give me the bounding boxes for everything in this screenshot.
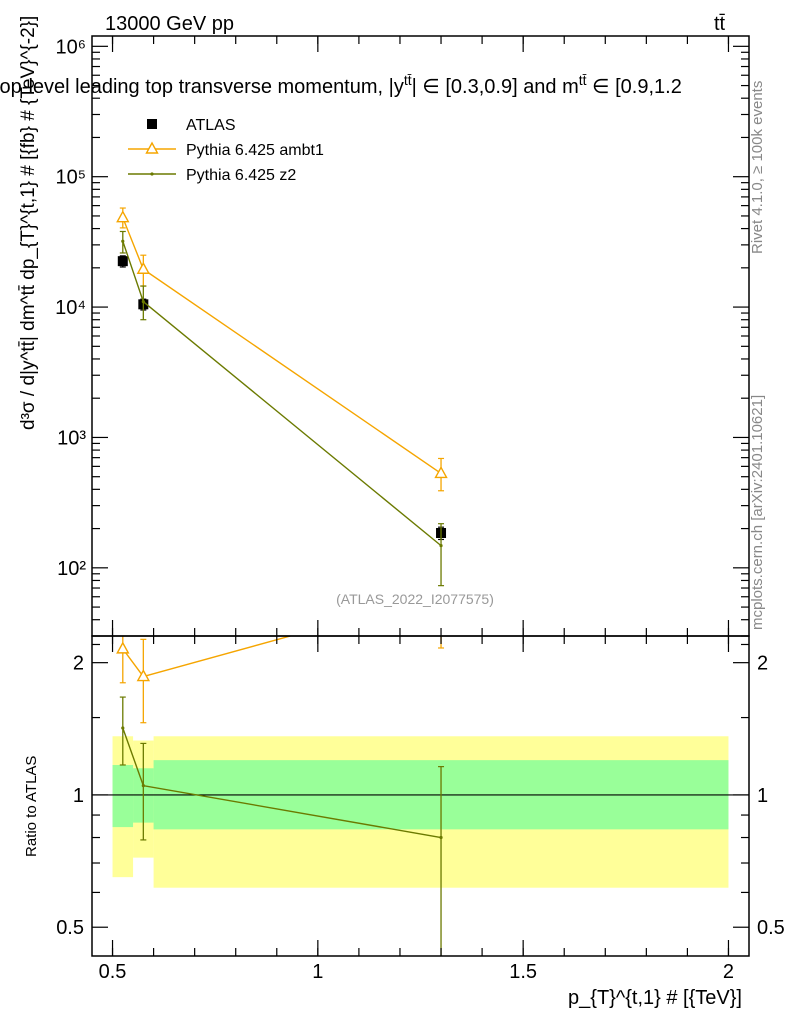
- main-ytick-label: 10³: [57, 427, 86, 449]
- ratio-xlabel: p_{T}^{t,1} # [{TeV}]: [568, 987, 742, 1009]
- main-ytick-label: 10²: [57, 558, 86, 580]
- title-mid: | ∈ [0.3,0.9] and m: [412, 76, 579, 98]
- ratio-ytick-label-right: 0.5: [757, 917, 785, 939]
- data-point: [116, 641, 130, 654]
- axes-layer: 10² 10³ 10⁴ 10⁵ 10⁶ 0.5 0.5 1 1 2 2 0.5 1 1.5 2: [55, 35, 785, 983]
- series-pythia-6-425-ambt1: [116, 636, 445, 724]
- data-point: [439, 544, 443, 548]
- series-pythia-6-425-ambt1: [116, 207, 448, 492]
- data-point: [141, 784, 145, 788]
- band-inner: [112, 764, 134, 828]
- data-point: [121, 726, 125, 730]
- ratio-ytick-label: 2: [73, 653, 84, 675]
- data-point: [136, 669, 151, 682]
- main-series-layer: [116, 207, 448, 587]
- main-ylabel: d³σ / d|y^tt̄| dm^tt̄ dp_{T}^{t,1} # [{f…: [18, 16, 39, 430]
- data-point: [141, 300, 145, 304]
- ratio-ytick-label: 1: [73, 785, 84, 807]
- main-ytick-label: 10⁶: [56, 36, 86, 58]
- series-pythia-6-425-z2: [119, 230, 445, 587]
- ratio-ytick-label-right: 2: [757, 653, 768, 675]
- analysis-watermark: (ATLAS_2022_I2077575): [336, 591, 494, 607]
- process-label: tt̄: [714, 13, 726, 35]
- data-point: [439, 835, 443, 840]
- mcplots-label: mcplots.cern.ch [arXiv:2401.10621]: [749, 395, 766, 630]
- legend-entry-pythia-6-425-ambt1: Pythia 6.425 ambt1: [128, 141, 324, 159]
- xtick-label: 0.5: [99, 961, 127, 983]
- legend-entry-pythia-6-425-z2: Pythia 6.425 z2: [128, 167, 296, 184]
- data-point: [136, 261, 151, 274]
- series-atlas: [117, 255, 447, 541]
- main-ytick-label: 10⁵: [55, 167, 86, 189]
- legend-entry-atlas: ATLAS: [147, 117, 236, 134]
- legend-marker: [150, 172, 154, 176]
- title-tt-2: tt̄: [579, 72, 587, 88]
- rivet-label: Rivet 4.1.0, ≥ 100k events: [749, 81, 766, 254]
- legend-label: ATLAS: [186, 117, 236, 134]
- legend-marker: [147, 119, 157, 129]
- xtick-label: 1.5: [509, 961, 537, 983]
- data-point: [116, 210, 130, 223]
- series-line: [122, 240, 442, 547]
- xtick-label: 1: [312, 961, 323, 983]
- energy-label: 13000 GeV pp: [105, 13, 234, 35]
- legend-marker: [145, 141, 159, 154]
- data-point: [117, 256, 128, 267]
- title-main: top-level leading top transverse momentu…: [0, 76, 404, 98]
- legend-label: Pythia 6.425 ambt1: [186, 142, 324, 159]
- ratio-frame: [91, 635, 750, 957]
- legend: ATLAS Pythia 6.425 ambt1 Pythia 6.425 z2: [128, 117, 324, 184]
- main-ytick-label: 10⁴: [55, 297, 86, 319]
- title-end: ∈ [0.9,1.2: [587, 76, 682, 98]
- plot-title: top-level leading top transverse momentu…: [0, 72, 682, 98]
- xtick-label: 2: [723, 961, 734, 983]
- ratio-ylabel: Ratio to ATLAS: [23, 756, 40, 857]
- ratio-ytick-label: 0.5: [56, 917, 84, 939]
- ratio-ytick-label-right: 1: [757, 785, 768, 807]
- legend-label: Pythia 6.425 z2: [186, 167, 296, 184]
- ratio-uncertainty-bands: [112, 736, 729, 888]
- data-point: [434, 465, 448, 479]
- data-point: [121, 239, 125, 243]
- title-tt-1: tt̄: [404, 72, 412, 88]
- series-line: [122, 217, 442, 474]
